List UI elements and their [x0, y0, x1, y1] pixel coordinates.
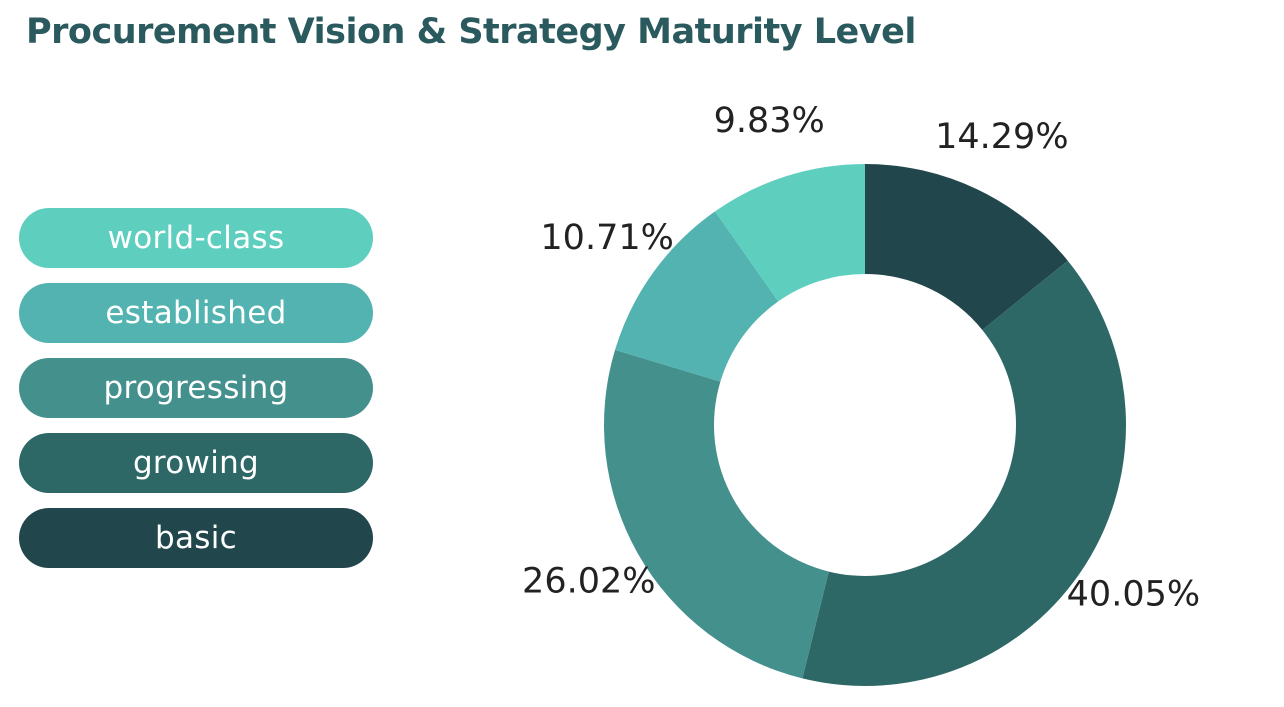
legend-item-progressing: progressing: [19, 358, 373, 418]
slice-basic: [865, 164, 1068, 330]
slice-progressing: [603, 349, 829, 679]
legend-item-basic: basic: [19, 508, 373, 568]
label-world-class: 9.83%: [714, 101, 825, 141]
donut-labels: 14.29% 40.05% 26.02% 10.71% 9.83%: [522, 101, 1200, 615]
slice-established: [615, 211, 779, 382]
label-growing: 40.05%: [1067, 575, 1200, 615]
slice-growing: [802, 260, 1126, 686]
label-progressing: 26.02%: [522, 562, 655, 602]
label-basic: 14.29%: [935, 117, 1068, 157]
legend: world-class established progressing grow…: [19, 208, 373, 583]
legend-item-growing: growing: [19, 433, 373, 493]
slice-world-class: [715, 164, 865, 302]
donut-slices: [603, 164, 1126, 686]
label-established: 10.71%: [540, 218, 673, 258]
legend-item-established: established: [19, 283, 373, 343]
legend-item-world-class: world-class: [19, 208, 373, 268]
chart-title: Procurement Vision & Strategy Maturity L…: [26, 12, 916, 52]
